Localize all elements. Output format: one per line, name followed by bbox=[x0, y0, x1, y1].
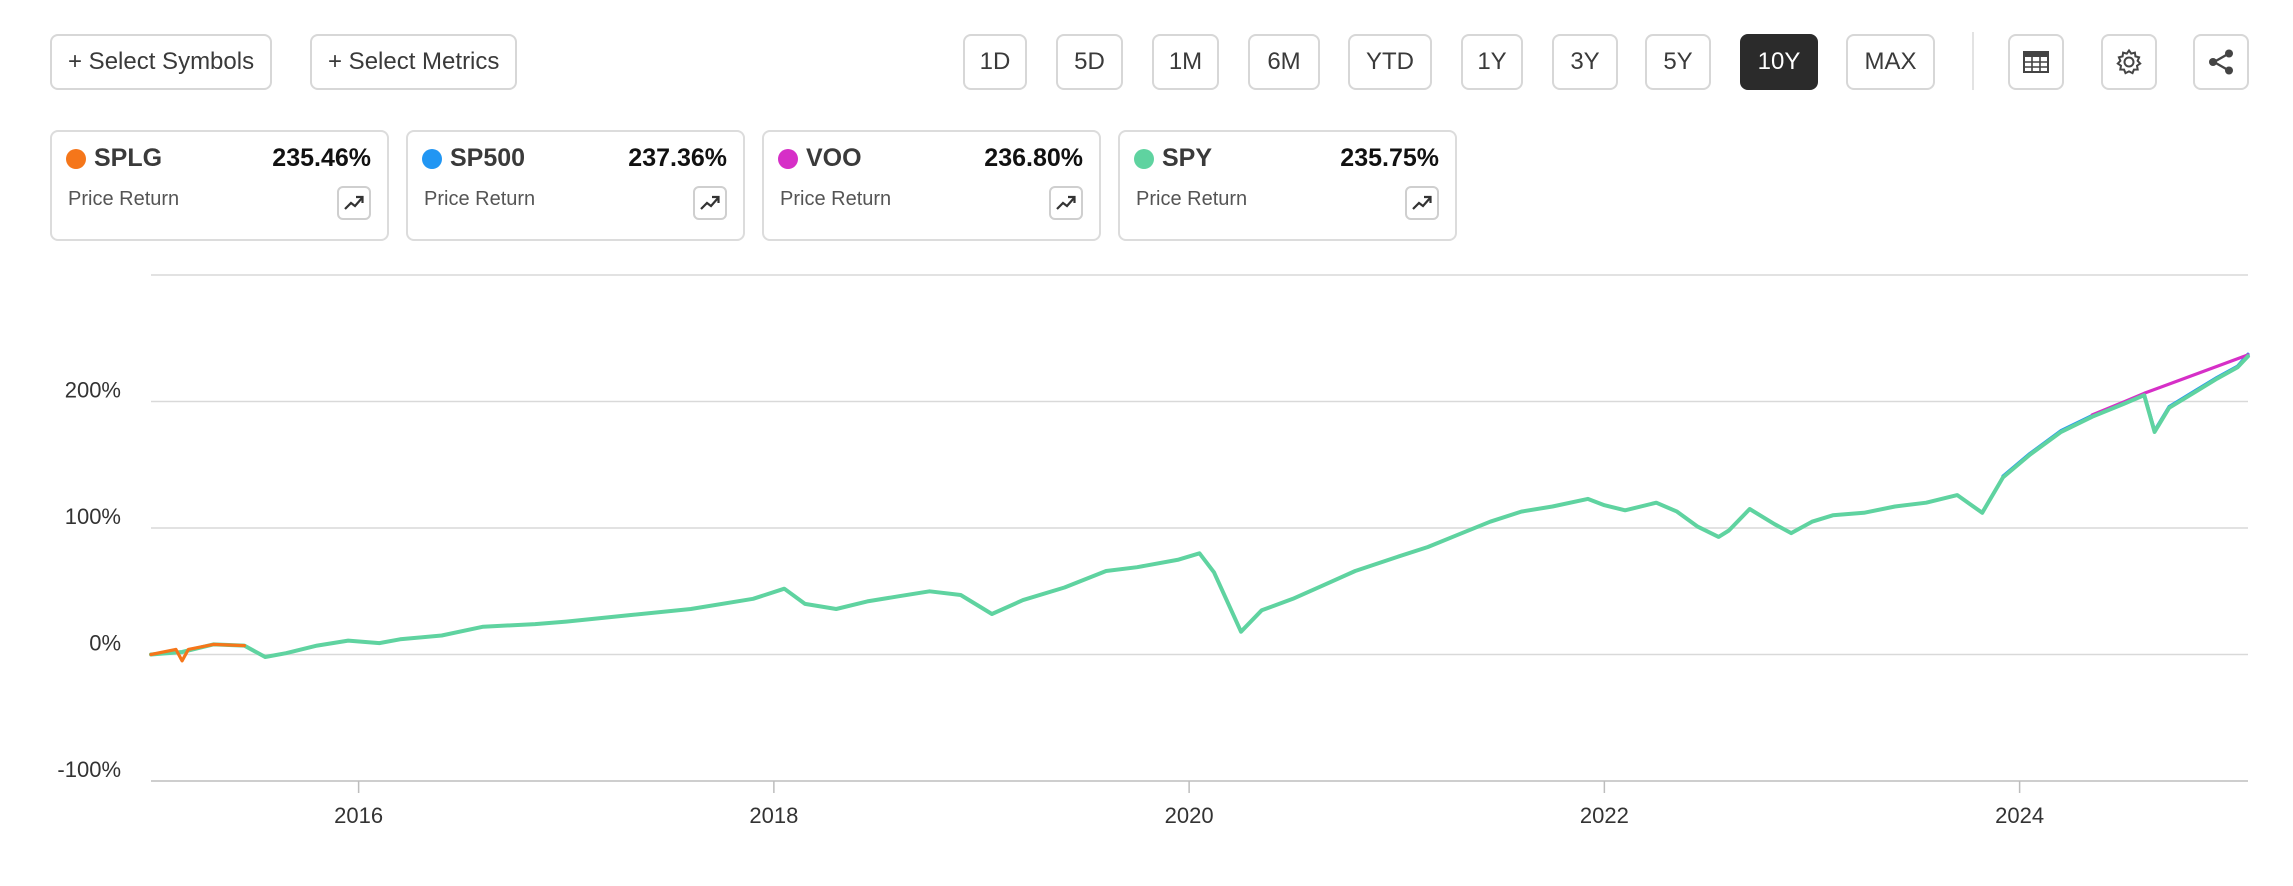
series-color-dot bbox=[778, 149, 798, 169]
range-1m-button[interactable]: 1M bbox=[1152, 34, 1219, 90]
legend-metric: Price Return bbox=[68, 188, 180, 210]
legend-metric: Price Return bbox=[780, 188, 892, 210]
series-line-spy bbox=[149, 354, 2250, 659]
range-6m-button[interactable]: 6M bbox=[1248, 34, 1320, 90]
range-3y-button[interactable]: 3Y bbox=[1552, 34, 1618, 90]
trend-chart-button[interactable] bbox=[1049, 186, 1083, 220]
gear-icon bbox=[2116, 48, 2142, 75]
range-1y-button[interactable]: 1Y bbox=[1461, 34, 1523, 90]
select-symbols-button[interactable]: + Select Symbols bbox=[50, 34, 273, 90]
trending-up-icon bbox=[700, 195, 720, 210]
x-tick-label: 2018 bbox=[749, 803, 798, 828]
trend-chart-button[interactable] bbox=[693, 186, 727, 220]
trending-up-icon bbox=[1412, 195, 1432, 210]
range-max-button[interactable]: MAX bbox=[1846, 34, 1935, 90]
legend-card-splg[interactable]: SPLG 235.46% Price Return bbox=[50, 130, 389, 241]
legend-symbol: SP500 bbox=[450, 144, 526, 172]
legend-symbol: SPY bbox=[1162, 144, 1213, 172]
y-tick-label: 0% bbox=[89, 631, 121, 656]
range-ytd-button[interactable]: YTD bbox=[1348, 34, 1432, 90]
x-tick-label: 2016 bbox=[334, 803, 383, 828]
select-metrics-button[interactable]: + Select Metrics bbox=[310, 34, 518, 90]
series-color-dot bbox=[1134, 149, 1154, 169]
series-line-sp500 bbox=[2001, 352, 2250, 478]
y-tick-label: 100% bbox=[65, 504, 121, 529]
settings-button[interactable] bbox=[2101, 34, 2157, 90]
trend-chart-button[interactable] bbox=[1405, 186, 1439, 220]
trending-up-icon bbox=[344, 195, 364, 210]
share-icon bbox=[2209, 49, 2233, 75]
series-color-dot bbox=[422, 149, 442, 169]
legend-value: 236.80% bbox=[984, 144, 1083, 172]
range-5y-button[interactable]: 5Y bbox=[1645, 34, 1711, 90]
legend-metric: Price Return bbox=[424, 188, 536, 210]
trend-chart-button[interactable] bbox=[337, 186, 371, 220]
range-5d-button[interactable]: 5D bbox=[1056, 34, 1123, 90]
legend-value: 235.75% bbox=[1340, 144, 1439, 172]
legend-card-spy[interactable]: SPY 235.75% Price Return bbox=[1118, 130, 1457, 241]
table-icon bbox=[2023, 51, 2049, 73]
series-line-splg bbox=[149, 642, 246, 663]
legend-card-sp500[interactable]: SP500 237.36% Price Return bbox=[406, 130, 745, 241]
toolbar-divider bbox=[1972, 32, 1974, 90]
range-10y-button[interactable]: 10Y bbox=[1740, 34, 1818, 90]
legend-metric: Price Return bbox=[1136, 188, 1248, 210]
share-button[interactable] bbox=[2193, 34, 2249, 90]
range-1d-button[interactable]: 1D bbox=[963, 34, 1027, 90]
legend-value: 237.36% bbox=[628, 144, 727, 172]
x-tick-label: 2022 bbox=[1580, 803, 1629, 828]
y-tick-label: -100% bbox=[57, 757, 121, 782]
x-tick-label: 2020 bbox=[1165, 803, 1214, 828]
legend-card-voo[interactable]: VOO 236.80% Price Return bbox=[762, 130, 1101, 241]
legend-symbol: VOO bbox=[806, 144, 862, 172]
y-tick-label: 200% bbox=[65, 378, 121, 403]
x-tick-label: 2024 bbox=[1995, 803, 2044, 828]
legend-symbol: SPLG bbox=[94, 144, 163, 172]
table-view-button[interactable] bbox=[2008, 34, 2064, 90]
series-color-dot bbox=[66, 149, 86, 169]
legend-value: 235.46% bbox=[272, 144, 371, 172]
trending-up-icon bbox=[1056, 195, 1076, 210]
